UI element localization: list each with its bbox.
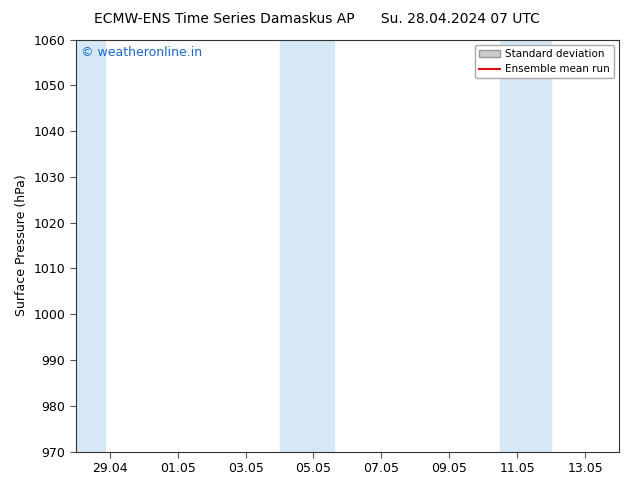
Text: © weatheronline.in: © weatheronline.in [81, 46, 202, 59]
Legend: Standard deviation, Ensemble mean run: Standard deviation, Ensemble mean run [475, 45, 614, 78]
Y-axis label: Surface Pressure (hPa): Surface Pressure (hPa) [15, 175, 28, 317]
Bar [500, 40, 551, 452]
Bar [280, 40, 334, 452]
Bar [76, 40, 105, 452]
Text: ECMW-ENS Time Series Damaskus AP      Su. 28.04.2024 07 UTC: ECMW-ENS Time Series Damaskus AP Su. 28.… [94, 12, 540, 26]
